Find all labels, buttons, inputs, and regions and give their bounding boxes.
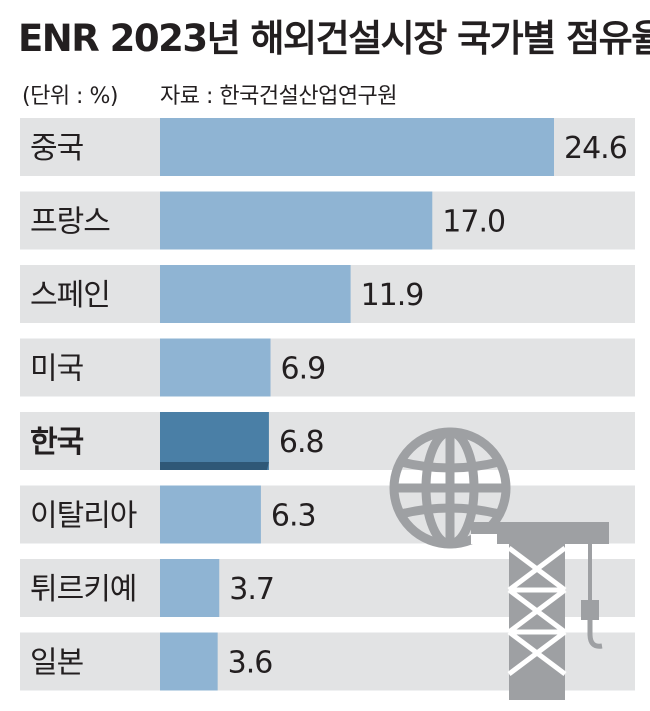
- source-label: 자료 : 한국건설산업연구원: [160, 84, 398, 109]
- category-label: 미국: [30, 352, 84, 387]
- unit-label: (단위 : %): [22, 84, 118, 109]
- category-label: 중국: [30, 131, 84, 166]
- bars: [160, 118, 554, 691]
- row-band: [20, 338, 635, 397]
- value-label: 6.3: [271, 499, 316, 534]
- bar-2: [160, 265, 351, 323]
- value-label: 3.6: [228, 646, 273, 681]
- value-label: 6.9: [281, 352, 326, 387]
- value-label: 11.9: [361, 278, 424, 313]
- chart-title: ENR 2023년 해외건설시장 국가별 점유율: [18, 17, 650, 60]
- value-label: 24.6: [564, 131, 627, 166]
- bar-1: [160, 191, 433, 250]
- value-labels: 24.6 17.0 11.9 6.9 6.8 6.3 3.7 3.6: [228, 131, 628, 681]
- category-label: 한국: [30, 425, 84, 460]
- bar-highlight-shadow: [160, 462, 269, 470]
- category-label: 일본: [30, 646, 83, 681]
- bar-4: [160, 412, 269, 470]
- category-label: 튀르키예: [30, 572, 136, 607]
- category-label: 스페인: [30, 278, 110, 313]
- category-label: 프랑스: [30, 205, 110, 240]
- bar-0: [160, 118, 554, 176]
- row-band: [20, 412, 635, 470]
- bar-7: [160, 632, 218, 691]
- value-label: 6.8: [279, 425, 324, 460]
- value-label: 17.0: [442, 205, 505, 240]
- value-label: 3.7: [229, 572, 274, 607]
- category-label: 이탈리아: [30, 499, 137, 534]
- globe-crane-icon: [389, 427, 609, 700]
- bar-5: [160, 485, 261, 544]
- bar-3: [160, 338, 271, 397]
- bar-6: [160, 559, 220, 617]
